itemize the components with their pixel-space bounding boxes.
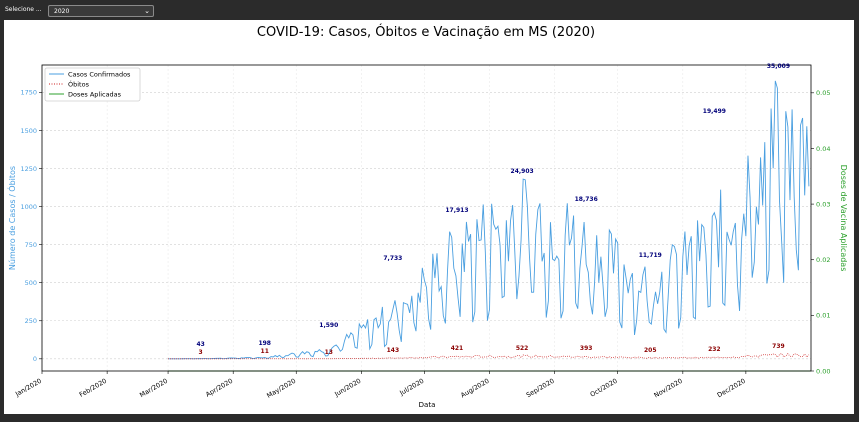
y2-axis-label: Doses de Vacina Aplicadas <box>839 165 848 272</box>
chart-panel: COVID-19: Casos, Óbitos e Vacinação em M… <box>4 20 854 414</box>
x-tick-label: Nov/2020 <box>653 377 684 400</box>
plot-frame <box>41 64 812 372</box>
monthly-deaths-label: 522 <box>516 345 529 352</box>
year-select[interactable]: 2020 ⌄ <box>48 5 154 17</box>
monthly-deaths-label: 393 <box>580 345 593 352</box>
monthly-cases-label: 11,719 <box>639 252 662 259</box>
y2-tick-label: 0.02 <box>816 256 830 264</box>
legend-label-deaths: Óbitos <box>68 80 90 89</box>
covid-chart: COVID-19: Casos, Óbitos e Vacinação em M… <box>6 24 848 409</box>
x-tick-label: Oct/2020 <box>589 377 619 399</box>
monthly-deaths-label: 3 <box>199 349 203 356</box>
x-tick-label: Mar/2020 <box>138 377 169 399</box>
monthly-deaths-label: 143 <box>387 347 400 354</box>
x-tick-label: Feb/2020 <box>78 377 108 399</box>
y-tick-label: 250 <box>25 317 37 325</box>
chevron-down-icon: ⌄ <box>144 7 150 15</box>
monthly-deaths-label: 232 <box>708 346 721 353</box>
legend-label-vaccines: Doses Aplicadas <box>68 91 122 99</box>
x-tick-label: Apr/2020 <box>204 377 234 399</box>
y-tick-label: 750 <box>25 241 37 249</box>
monthly-cases-label: 198 <box>258 340 271 347</box>
y-axis-label: Número de Casos / Óbitos <box>6 166 17 270</box>
x-tick-label: Jul/2020 <box>398 377 426 398</box>
legend: Casos Confirmados Óbitos Doses Aplicadas <box>44 67 141 102</box>
selector-label: Selecione ... <box>5 6 42 13</box>
y2-tick-label: 0.01 <box>816 312 830 320</box>
monthly-cases-label: 35,009 <box>767 63 790 70</box>
monthly-cases-label: 1,590 <box>319 322 338 329</box>
monthly-cases-label: 18,736 <box>575 196 598 203</box>
y-tick-label: 0 <box>33 355 37 363</box>
x-tick-label: May/2020 <box>265 377 297 400</box>
x-axis-label: Data <box>419 401 436 409</box>
x-tick-label: Jun/2020 <box>332 377 362 399</box>
monthly-cases-label: 24,903 <box>511 168 534 175</box>
deaths-series-line <box>168 352 810 360</box>
x-tick-label: Aug/2020 <box>459 377 490 400</box>
monthly-deaths-label: 421 <box>451 345 464 352</box>
monthly-cases-label: 17,913 <box>445 207 468 214</box>
monthly-cases-label: 43 <box>196 341 204 348</box>
y-tick-label: 500 <box>25 279 37 287</box>
y2-tick-label: 0.03 <box>816 200 830 208</box>
cases-series-line <box>168 80 810 360</box>
monthly-cases-label: 19,499 <box>703 108 726 115</box>
monthly-deaths-label: 13 <box>325 349 333 356</box>
year-select-value: 2020 <box>54 8 70 15</box>
monthly-deaths-label: 11 <box>261 348 269 355</box>
x-tick-label: Jan/2020 <box>13 377 43 399</box>
chart-title: COVID-19: Casos, Óbitos e Vacinação em M… <box>257 24 595 40</box>
monthly-deaths-label: 739 <box>772 343 785 350</box>
y-tick-label: 1000 <box>20 203 37 211</box>
y2-tick-label: 0.05 <box>816 89 830 97</box>
monthly-cases-label: 7,733 <box>383 255 402 262</box>
monthly-deaths-label: 205 <box>644 347 657 354</box>
y-tick-label: 1250 <box>20 165 37 173</box>
top-toolbar: Selecione ... 2020 ⌄ <box>0 0 859 20</box>
x-tick-label: Sep/2020 <box>525 377 556 399</box>
y2-tick-label: 0.04 <box>816 145 830 153</box>
y-tick-label: 1750 <box>20 89 37 97</box>
y2-tick-label: 0.00 <box>816 367 830 375</box>
legend-label-cases: Casos Confirmados <box>68 71 131 79</box>
y-tick-label: 1500 <box>20 127 37 135</box>
x-tick-label: Dec/2020 <box>716 377 747 400</box>
